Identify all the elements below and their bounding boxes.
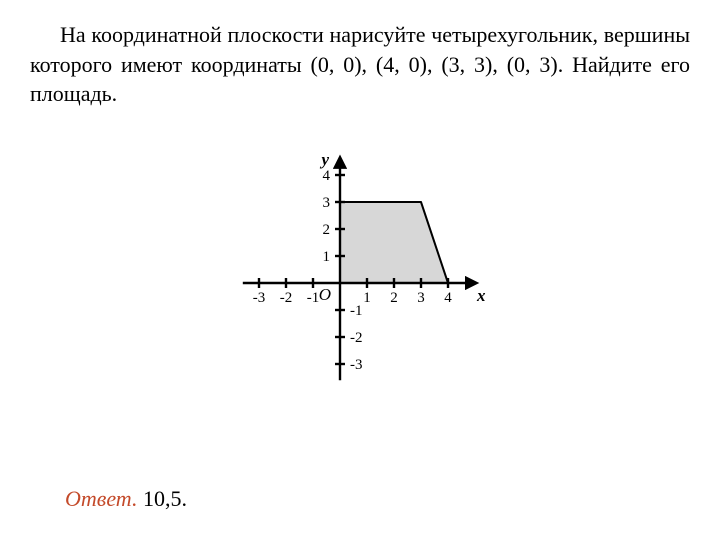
svg-text:2: 2	[323, 222, 331, 238]
svg-text:-1: -1	[350, 303, 363, 319]
svg-text:1: 1	[363, 290, 371, 306]
svg-text:x: x	[476, 286, 486, 305]
svg-text:-1: -1	[307, 290, 320, 306]
svg-text:3: 3	[323, 195, 331, 211]
svg-text:-2: -2	[280, 290, 293, 306]
svg-text:-2: -2	[350, 330, 363, 346]
coordinate-plane: -3-2-112341234-1-2-3Oxy	[230, 150, 490, 395]
answer-value: 10,5.	[143, 486, 187, 511]
svg-text:4: 4	[323, 168, 331, 184]
chart-container: -3-2-112341234-1-2-3Oxy	[0, 150, 720, 395]
answer-line: Ответ. 10,5.	[65, 486, 187, 512]
svg-text:O: O	[319, 285, 331, 304]
problem-statement: На координатной плоскости нарисуйте четы…	[30, 20, 690, 109]
svg-text:y: y	[319, 150, 329, 169]
svg-text:3: 3	[417, 290, 425, 306]
svg-text:2: 2	[390, 290, 398, 306]
svg-text:4: 4	[444, 290, 452, 306]
svg-text:-3: -3	[253, 290, 266, 306]
answer-label: Ответ.	[65, 486, 137, 511]
svg-text:-3: -3	[350, 357, 363, 373]
svg-text:1: 1	[323, 249, 331, 265]
